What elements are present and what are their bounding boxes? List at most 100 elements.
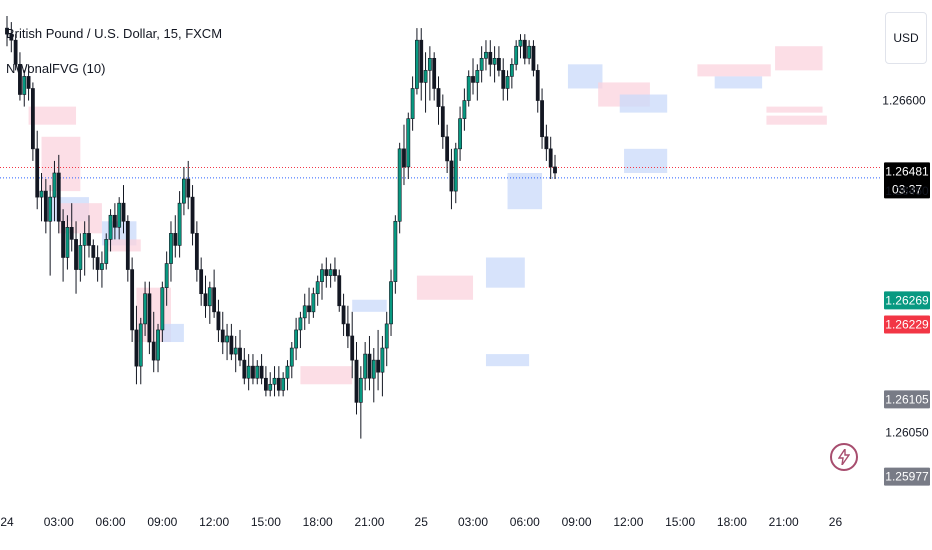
- candle-body: [376, 359, 380, 373]
- candle-body: [121, 202, 126, 222]
- candle-body: [182, 178, 186, 204]
- candle-body: [69, 227, 74, 240]
- candle-body: [156, 329, 160, 361]
- candle-body: [315, 281, 320, 295]
- candle-body: [410, 88, 415, 119]
- candle-body: [522, 39, 527, 59]
- currency-button[interactable]: USD: [885, 12, 927, 64]
- candle-body: [341, 305, 346, 325]
- candle-body: [134, 329, 139, 367]
- x-tick-label: 15:00: [665, 515, 695, 529]
- candle-body: [268, 383, 273, 391]
- fvg-zone-bull: [352, 299, 387, 312]
- price-label-text: 1.25977: [885, 470, 929, 484]
- candle-body: [328, 269, 333, 276]
- fvg-zone-bear: [697, 64, 771, 77]
- candle-body: [65, 227, 70, 258]
- price-label-text: 1.26269: [885, 293, 929, 307]
- candle-body: [220, 329, 225, 343]
- candle-body: [199, 269, 204, 295]
- candle-body: [238, 347, 242, 361]
- candle-body: [233, 347, 238, 355]
- candle-body: [436, 88, 441, 107]
- candle-body: [479, 57, 484, 71]
- candle-body: [251, 365, 255, 379]
- price-lines: [0, 167, 880, 179]
- fvg-zone-bull: [567, 64, 603, 89]
- candle-body: [112, 214, 117, 228]
- candle-body: [445, 136, 450, 162]
- symbol-title[interactable]: British Pound / U.S. Dollar, 15, FXCM: [6, 26, 223, 41]
- candle-body: [108, 214, 113, 240]
- price-label-box: [884, 315, 930, 334]
- x-tick-label: 09:00: [147, 515, 177, 529]
- candle-body: [458, 118, 462, 150]
- candle-body: [548, 148, 553, 168]
- lightning-bolt-icon[interactable]: [830, 443, 858, 471]
- candle-body: [56, 172, 61, 222]
- candle-body: [449, 160, 454, 192]
- candle-body: [527, 45, 532, 59]
- fvg-zone-bear: [775, 46, 823, 71]
- candle-body: [432, 57, 437, 89]
- candle-body: [246, 365, 251, 379]
- candle-body: [419, 39, 424, 83]
- candle-body: [100, 263, 104, 270]
- candle-body: [169, 233, 173, 264]
- fvg-zone-bull: [507, 172, 543, 210]
- candle-body: [397, 148, 402, 222]
- candle-body: [453, 148, 458, 192]
- candle-body: [87, 233, 91, 246]
- price-label-text: 1.26481: [885, 164, 929, 178]
- candle-body: [164, 263, 169, 288]
- candle-body: [143, 293, 147, 325]
- fvg-zone-bear: [58, 203, 102, 234]
- candle-body: [427, 57, 432, 71]
- candle-body: [471, 76, 475, 83]
- fvg-zone-bull: [624, 148, 668, 173]
- candle-body: [78, 245, 83, 270]
- x-tick-label: 18:00: [717, 515, 747, 529]
- candle-body: [358, 377, 363, 403]
- candle-body: [194, 233, 199, 270]
- indicator-label[interactable]: NWonalFVG (10): [6, 61, 106, 76]
- candle-body: [553, 166, 557, 174]
- candle-body: [350, 335, 355, 361]
- x-tick-label: 09:00: [562, 515, 592, 529]
- candle-body: [393, 220, 398, 282]
- candle-body: [5, 27, 9, 35]
- candle-body: [384, 323, 389, 349]
- fvg-zone-bull: [485, 257, 525, 288]
- price-label-text: 1.26105: [885, 392, 929, 406]
- candle-body: [130, 269, 135, 331]
- candle-body: [307, 305, 311, 313]
- y-axis: 1.26600 1.26481 03:371.26450 1.26269 1.26229…: [882, 94, 930, 486]
- bolt-glyph: [838, 449, 850, 465]
- x-tick-label: 03:00: [44, 515, 74, 529]
- candle-body: [540, 100, 544, 138]
- candle-body: [276, 377, 281, 391]
- candle-body: [186, 178, 191, 198]
- y-tick-label: 1.26450: [885, 184, 929, 198]
- fvg-zones: [28, 46, 827, 385]
- candle-body: [345, 323, 350, 337]
- candle-body: [281, 377, 286, 391]
- fvg-zone-bear: [416, 275, 474, 300]
- candle-body: [203, 293, 208, 307]
- candle-body: [212, 287, 217, 313]
- fvg-zone-bear: [41, 136, 81, 192]
- candle-body: [272, 377, 277, 385]
- price-countdown-text: 03:37: [892, 182, 922, 196]
- candle-body: [117, 202, 122, 228]
- candle-body: [35, 148, 40, 198]
- candle-body: [289, 347, 294, 367]
- candle-body: [125, 220, 130, 270]
- candle-body: [415, 39, 419, 89]
- candle-body: [263, 377, 268, 391]
- candle-body: [26, 76, 31, 89]
- candle-body: [440, 106, 445, 138]
- fvg-zone-bear: [106, 239, 141, 252]
- candle-body: [505, 76, 510, 89]
- candle-body: [501, 70, 506, 89]
